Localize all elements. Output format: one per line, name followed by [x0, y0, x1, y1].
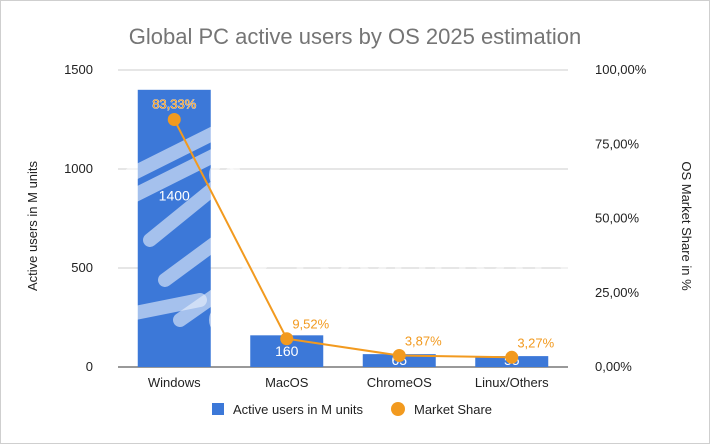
watermark-text: Technotrend [278, 210, 674, 290]
y-axis-title: Active users in M units [25, 160, 40, 291]
y-tick-label: 1000 [64, 161, 93, 176]
line-point [280, 332, 294, 346]
line-point [505, 350, 519, 364]
chart-title: Global PC active users by OS 2025 estima… [129, 24, 581, 49]
line-point [167, 113, 181, 127]
point-data-label: 3,87% [405, 334, 442, 349]
bar-data-label: 1400 [159, 188, 190, 204]
point-data-label: 83,33% [152, 97, 197, 112]
legend-label-bars: Active users in M units [233, 402, 364, 417]
watermark: Technotrend [69, 113, 674, 336]
y2-tick-label: 75,00% [595, 136, 640, 151]
y2-tick-label: 100,00% [595, 62, 647, 77]
watermark-logo-icon [69, 113, 287, 336]
x-tick-label: MacOS [265, 375, 309, 390]
y-tick-label: 1500 [64, 62, 93, 77]
y2-axis-title: OS Market Share in % [679, 161, 694, 291]
x-tick-label: Linux/Others [475, 375, 549, 390]
series-line [173, 119, 512, 359]
point-data-label: 9,52% [292, 317, 329, 332]
legend-label-line: Market Share [414, 402, 492, 417]
y2-tick-label: 50,00% [595, 211, 640, 226]
bar-data-label: 160 [275, 343, 299, 359]
y-tick-label: 0 [86, 359, 93, 374]
y2-tick-label: 0,00% [595, 359, 632, 374]
legend-swatch-line [391, 402, 405, 416]
y-tick-label: 500 [71, 260, 93, 275]
legend: Active users in M units Market Share [212, 402, 492, 417]
y2-tick-label: 25,00% [595, 285, 640, 300]
legend-swatch-bars [212, 403, 224, 415]
x-tick-label: Windows [148, 375, 201, 390]
x-tick-label: ChromeOS [367, 375, 432, 390]
market-share-line: 83,33% 9,52% 3,87% 3,27% [152, 96, 555, 364]
axis-ticks: 0 500 1000 1500 0,00% 25,00% 50,00% 75,00% 100,0… [64, 62, 647, 390]
line-point [392, 349, 406, 363]
point-data-label: 3,27% [517, 335, 554, 350]
